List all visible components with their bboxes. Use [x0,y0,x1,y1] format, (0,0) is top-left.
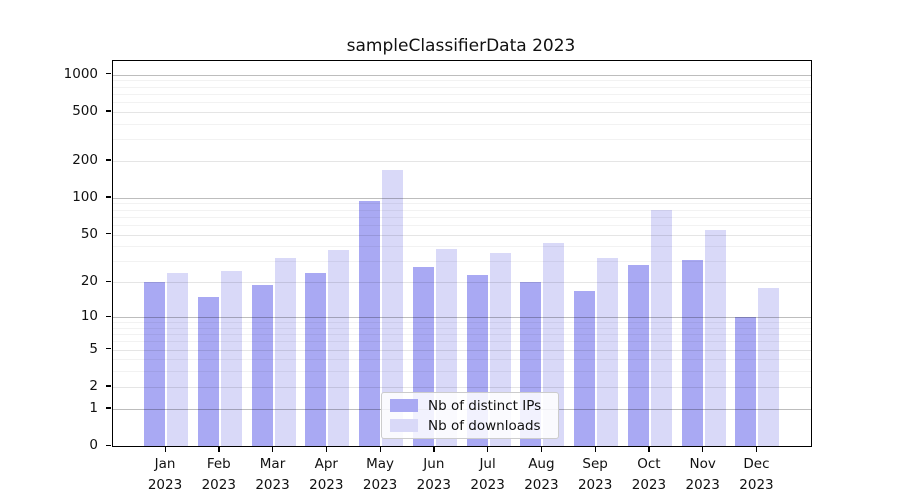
bar-ips-sep [574,290,596,446]
gridline-60 [113,224,811,226]
y-tick-mark [106,407,111,409]
x-tick-mark [272,447,274,452]
gridline-70 [113,216,811,218]
x-tick-mark [702,447,704,452]
y-tick-mark [106,196,111,198]
y-tick-mark [106,233,111,235]
y-tick-label-2: 2 [89,377,98,394]
x-tick-label-aug: Aug 2023 [524,456,559,493]
x-tick-mark [487,447,489,452]
x-tick-label-jun: Jun 2023 [416,456,452,493]
x-tick-mark [164,447,166,452]
x-tick-mark [433,447,435,452]
bar-downloads-nov [704,229,726,446]
chart-title: sampleClassifierData 2023 [346,36,576,56]
x-tick-mark [648,447,650,452]
gridline-600 [113,101,811,103]
gridline-800 [113,86,811,88]
x-tick-mark [218,447,220,452]
x-tick-mark [755,447,758,452]
plot-area: Nb of distinct IPs Nb of downloads [112,60,812,447]
y-tick-mark [106,159,111,161]
legend-item-distinct-ips: Nb of distinct IPs [390,398,550,414]
y-tick-mark [106,73,111,75]
y-tick-mark [106,315,111,317]
gridline-1000 [113,74,811,76]
y-tick-mark [106,280,111,283]
bar-ips-jan [144,282,165,446]
gridline-100 [113,197,811,199]
bar-downloads-mar [274,258,296,446]
bar-downloads-sep [597,258,619,446]
bar-ips-feb [197,296,219,446]
gridline-80 [113,209,811,211]
gridline-200 [113,160,811,162]
bar-ips-nov [681,259,703,446]
bar-ips-oct [627,264,649,446]
bar-downloads-oct [650,209,672,446]
bar-downloads-may [382,169,404,446]
gridline-700 [113,93,811,95]
x-tick-label-oct: Oct 2023 [631,456,667,493]
y-tick-mark [106,110,111,112]
y-tick-mark [106,348,111,350]
bar-ips-apr [305,272,327,446]
y-tick-mark [106,444,111,446]
x-tick-mark [540,447,543,452]
gridline-500 [113,111,811,113]
y-tick-label-1: 1 [89,399,98,416]
x-tick-label-jul: Jul 2023 [470,456,505,493]
x-tick-mark [325,447,328,452]
y-tick-label-0: 0 [89,437,98,453]
legend-swatch-distinct-ips [390,399,418,412]
x-tick-label-mar: Mar 2023 [255,456,290,493]
x-tick-label-dec: Dec 2023 [739,456,774,493]
y-tick-label-10: 10 [80,308,98,325]
gridline-90 [113,203,811,205]
bar-downloads-apr [328,250,350,446]
gridline-400 [113,123,811,125]
y-tick-label-100: 100 [72,188,98,205]
y-tick-label-500: 500 [72,102,98,119]
y-tick-label-5: 5 [89,340,98,357]
x-tick-label-feb: Feb 2023 [201,456,236,493]
x-tick-label-sep: Sep 2023 [577,456,613,493]
y-tick-label-200: 200 [72,151,98,168]
bar-ips-mar [251,284,273,446]
bar-downloads-feb [220,270,242,446]
bar-downloads-dec [758,287,780,446]
legend: Nb of distinct IPs Nb of downloads [381,392,559,439]
x-tick-label-jan: Jan 2023 [147,456,183,493]
y-tick-label-20: 20 [80,273,98,290]
x-tick-mark [379,447,381,452]
x-tick-label-apr: Apr 2023 [309,456,344,493]
y-tick-label-50: 50 [80,225,98,242]
y-tick-mark [106,385,111,387]
gridline-300 [113,139,811,141]
legend-label-downloads: Nb of downloads [428,417,541,434]
legend-swatch-downloads [390,419,418,432]
x-tick-label-nov: Nov 2023 [685,456,720,493]
legend-item-downloads: Nb of downloads [390,418,550,434]
x-tick-label-may: May 2023 [362,456,398,493]
x-tick-mark [594,447,596,452]
y-tick-label-1000: 1000 [63,65,98,82]
bar-downloads-jan [167,272,188,446]
bar-ips-may [359,201,381,446]
legend-label-distinct-ips: Nb of distinct IPs [428,397,542,414]
gridline-900 [113,80,811,82]
bar-ips-dec [735,317,757,446]
